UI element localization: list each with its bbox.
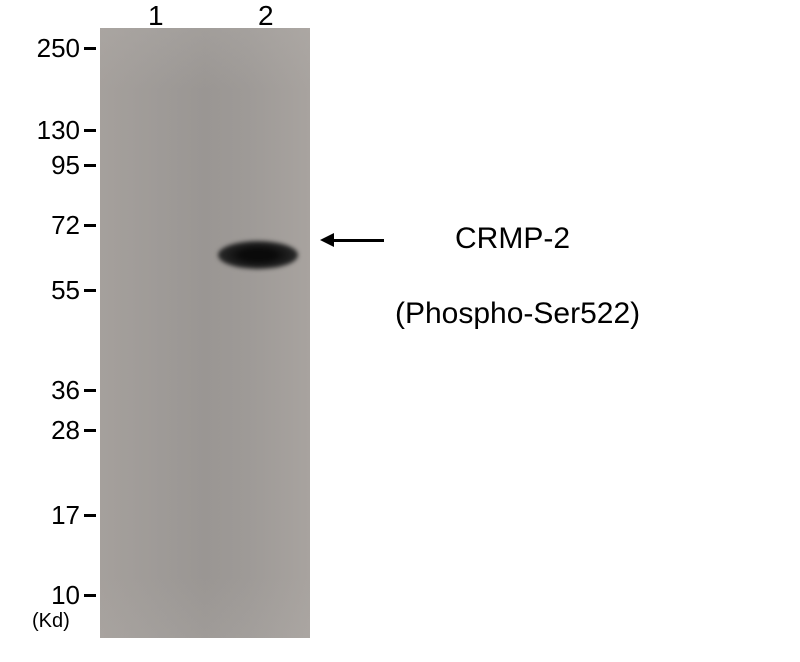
unit-label: (Kd): [32, 610, 70, 633]
marker-tick-55: [84, 289, 96, 292]
lane-2-label: 2: [258, 0, 274, 32]
marker-250: 250: [37, 33, 80, 64]
marker-tick-72: [84, 224, 96, 227]
protein-band: [218, 241, 298, 269]
marker-55: 55: [51, 275, 80, 306]
arrow-head-icon: [320, 233, 334, 247]
protein-name-line2: (Phospho-Ser522): [395, 290, 640, 338]
arrow-line: [334, 239, 384, 242]
marker-tick-17: [84, 514, 96, 517]
lane-1-label: 1: [148, 0, 164, 32]
marker-130: 130: [37, 115, 80, 146]
marker-17: 17: [51, 500, 80, 531]
marker-tick-10: [84, 594, 96, 597]
marker-tick-95: [84, 164, 96, 167]
marker-36: 36: [51, 375, 80, 406]
marker-tick-28: [84, 429, 96, 432]
marker-28: 28: [51, 415, 80, 446]
marker-tick-250: [84, 47, 96, 50]
protein-name-line1: CRMP-2: [455, 215, 570, 263]
marker-10: 10: [51, 580, 80, 611]
marker-72: 72: [51, 210, 80, 241]
marker-95: 95: [51, 150, 80, 181]
marker-tick-36: [84, 389, 96, 392]
marker-tick-130: [84, 129, 96, 132]
western-blot-image: [100, 28, 310, 638]
